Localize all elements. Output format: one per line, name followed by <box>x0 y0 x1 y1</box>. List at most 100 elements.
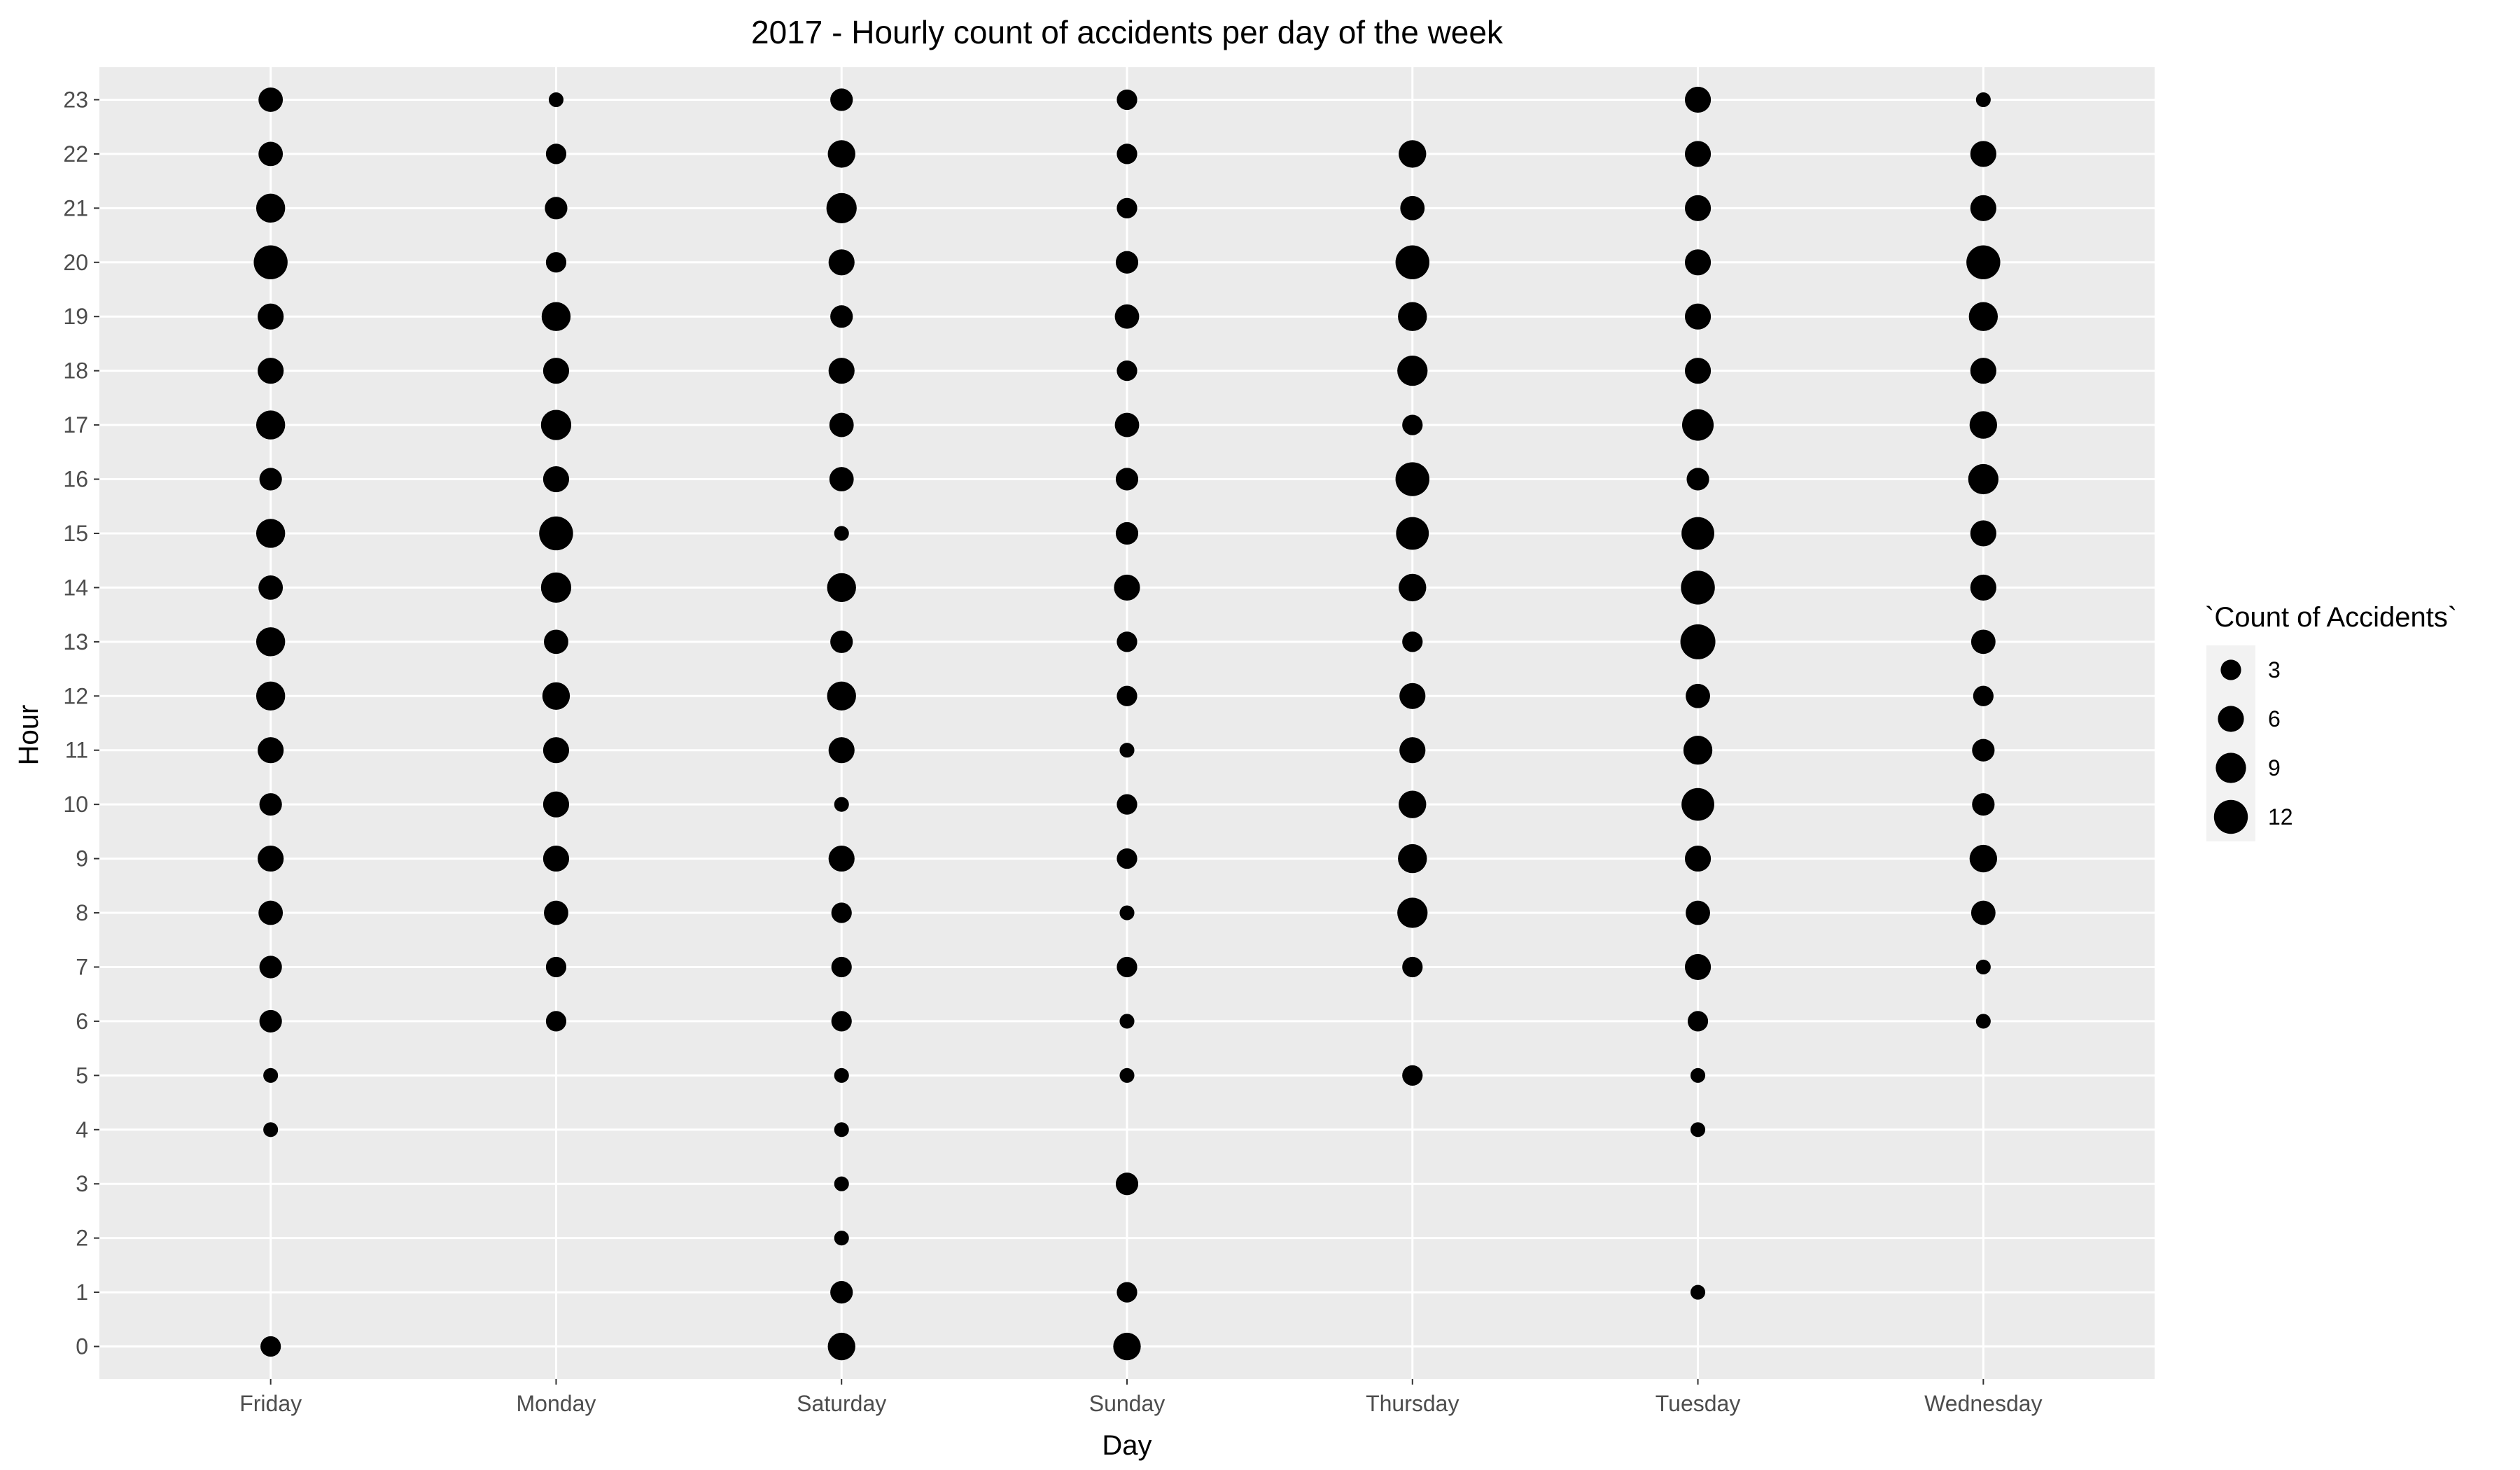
data-points <box>253 86 2001 1361</box>
data-point <box>1119 743 1135 758</box>
x-tick-label: Tuesday <box>1656 1391 1741 1416</box>
y-tick-label: 13 <box>63 629 88 654</box>
data-point <box>830 1281 853 1304</box>
data-point <box>827 573 856 603</box>
data-point <box>1969 844 1998 873</box>
data-point <box>829 412 854 438</box>
data-point <box>1116 685 1138 706</box>
data-point <box>539 516 573 551</box>
data-point <box>1402 1065 1423 1086</box>
data-point <box>258 737 284 764</box>
data-point <box>1681 517 1714 550</box>
data-point <box>828 737 855 764</box>
data-point <box>827 681 856 710</box>
data-point <box>1970 141 1996 167</box>
data-point <box>1970 358 1996 384</box>
data-point <box>258 900 284 925</box>
data-point <box>826 192 857 223</box>
data-point <box>834 1231 849 1246</box>
data-point <box>263 1068 279 1083</box>
data-point <box>545 197 568 220</box>
data-point <box>834 1068 849 1083</box>
data-point <box>1972 738 1995 762</box>
data-point <box>1116 956 1138 978</box>
data-point <box>545 144 567 164</box>
data-point <box>1686 468 1709 491</box>
data-point <box>1681 788 1714 821</box>
x-tick-label: Saturday <box>797 1391 886 1416</box>
data-point <box>263 1122 279 1138</box>
legend-key-point <box>2216 752 2246 783</box>
data-point <box>258 358 284 384</box>
data-point <box>1972 793 1995 816</box>
data-point <box>834 1176 849 1191</box>
data-point <box>1397 897 1428 928</box>
y-tick-label: 6 <box>76 1009 88 1034</box>
y-tick-label: 1 <box>76 1280 88 1305</box>
data-point <box>1683 736 1713 765</box>
x-axis-title: Day <box>1102 1430 1152 1461</box>
y-tick-label: 14 <box>63 575 88 600</box>
data-point <box>1690 1068 1706 1083</box>
data-point <box>259 468 282 491</box>
data-point <box>1966 245 2001 279</box>
data-point <box>258 303 284 330</box>
x-axis: Friday Monday Saturday Sunday Thursday Tuesda… <box>239 1379 2043 1416</box>
data-point <box>1116 794 1138 815</box>
data-point <box>542 791 570 818</box>
data-point <box>1680 624 1716 659</box>
data-point <box>830 305 853 328</box>
data-point <box>255 410 286 440</box>
y-tick-label: 22 <box>63 141 88 167</box>
x-tick-label: Friday <box>239 1391 302 1416</box>
data-point <box>259 793 282 816</box>
data-point <box>1116 144 1138 164</box>
data-point <box>1116 1282 1138 1303</box>
legend-key-point <box>2220 659 2241 680</box>
data-point <box>545 252 567 273</box>
data-point <box>258 141 284 167</box>
data-point <box>545 1011 567 1032</box>
y-tick-label: 15 <box>63 521 88 546</box>
data-point <box>1115 468 1139 491</box>
data-point <box>1970 520 1996 547</box>
data-point <box>1687 1011 1709 1032</box>
data-point <box>834 797 849 812</box>
data-point <box>258 846 284 872</box>
data-point <box>1975 1014 1991 1029</box>
data-point <box>258 88 284 112</box>
data-point <box>1969 411 1998 439</box>
y-tick-label: 21 <box>63 195 88 220</box>
legend-label: 9 <box>2268 755 2281 780</box>
data-point <box>1116 197 1138 218</box>
legend-title: `Count of Accidents` <box>2205 602 2457 633</box>
data-point <box>542 846 570 872</box>
size-legend: `Count of Accidents` 3 6 9 12 <box>2205 602 2457 841</box>
data-point <box>827 1332 855 1361</box>
data-point <box>548 92 564 108</box>
data-point <box>1682 409 1714 441</box>
data-point <box>1119 1014 1135 1029</box>
data-point <box>540 410 572 440</box>
data-point <box>542 358 570 384</box>
data-point <box>258 575 284 600</box>
data-point <box>259 955 282 979</box>
y-tick-label: 0 <box>76 1334 88 1359</box>
data-point <box>1402 956 1423 978</box>
y-tick-label: 23 <box>63 87 88 112</box>
data-point <box>1397 356 1428 386</box>
data-point <box>1116 89 1138 111</box>
legend-key-point <box>2218 706 2244 732</box>
data-point <box>1398 844 1427 874</box>
data-point <box>255 193 286 223</box>
data-point <box>544 629 568 654</box>
data-point <box>544 900 568 925</box>
data-point <box>545 956 567 978</box>
data-point <box>1402 631 1423 652</box>
data-point <box>253 245 288 279</box>
data-point <box>828 358 855 384</box>
x-tick-label: Wednesday <box>1924 1391 2042 1416</box>
data-point <box>1684 953 1712 981</box>
data-point <box>1399 682 1426 709</box>
